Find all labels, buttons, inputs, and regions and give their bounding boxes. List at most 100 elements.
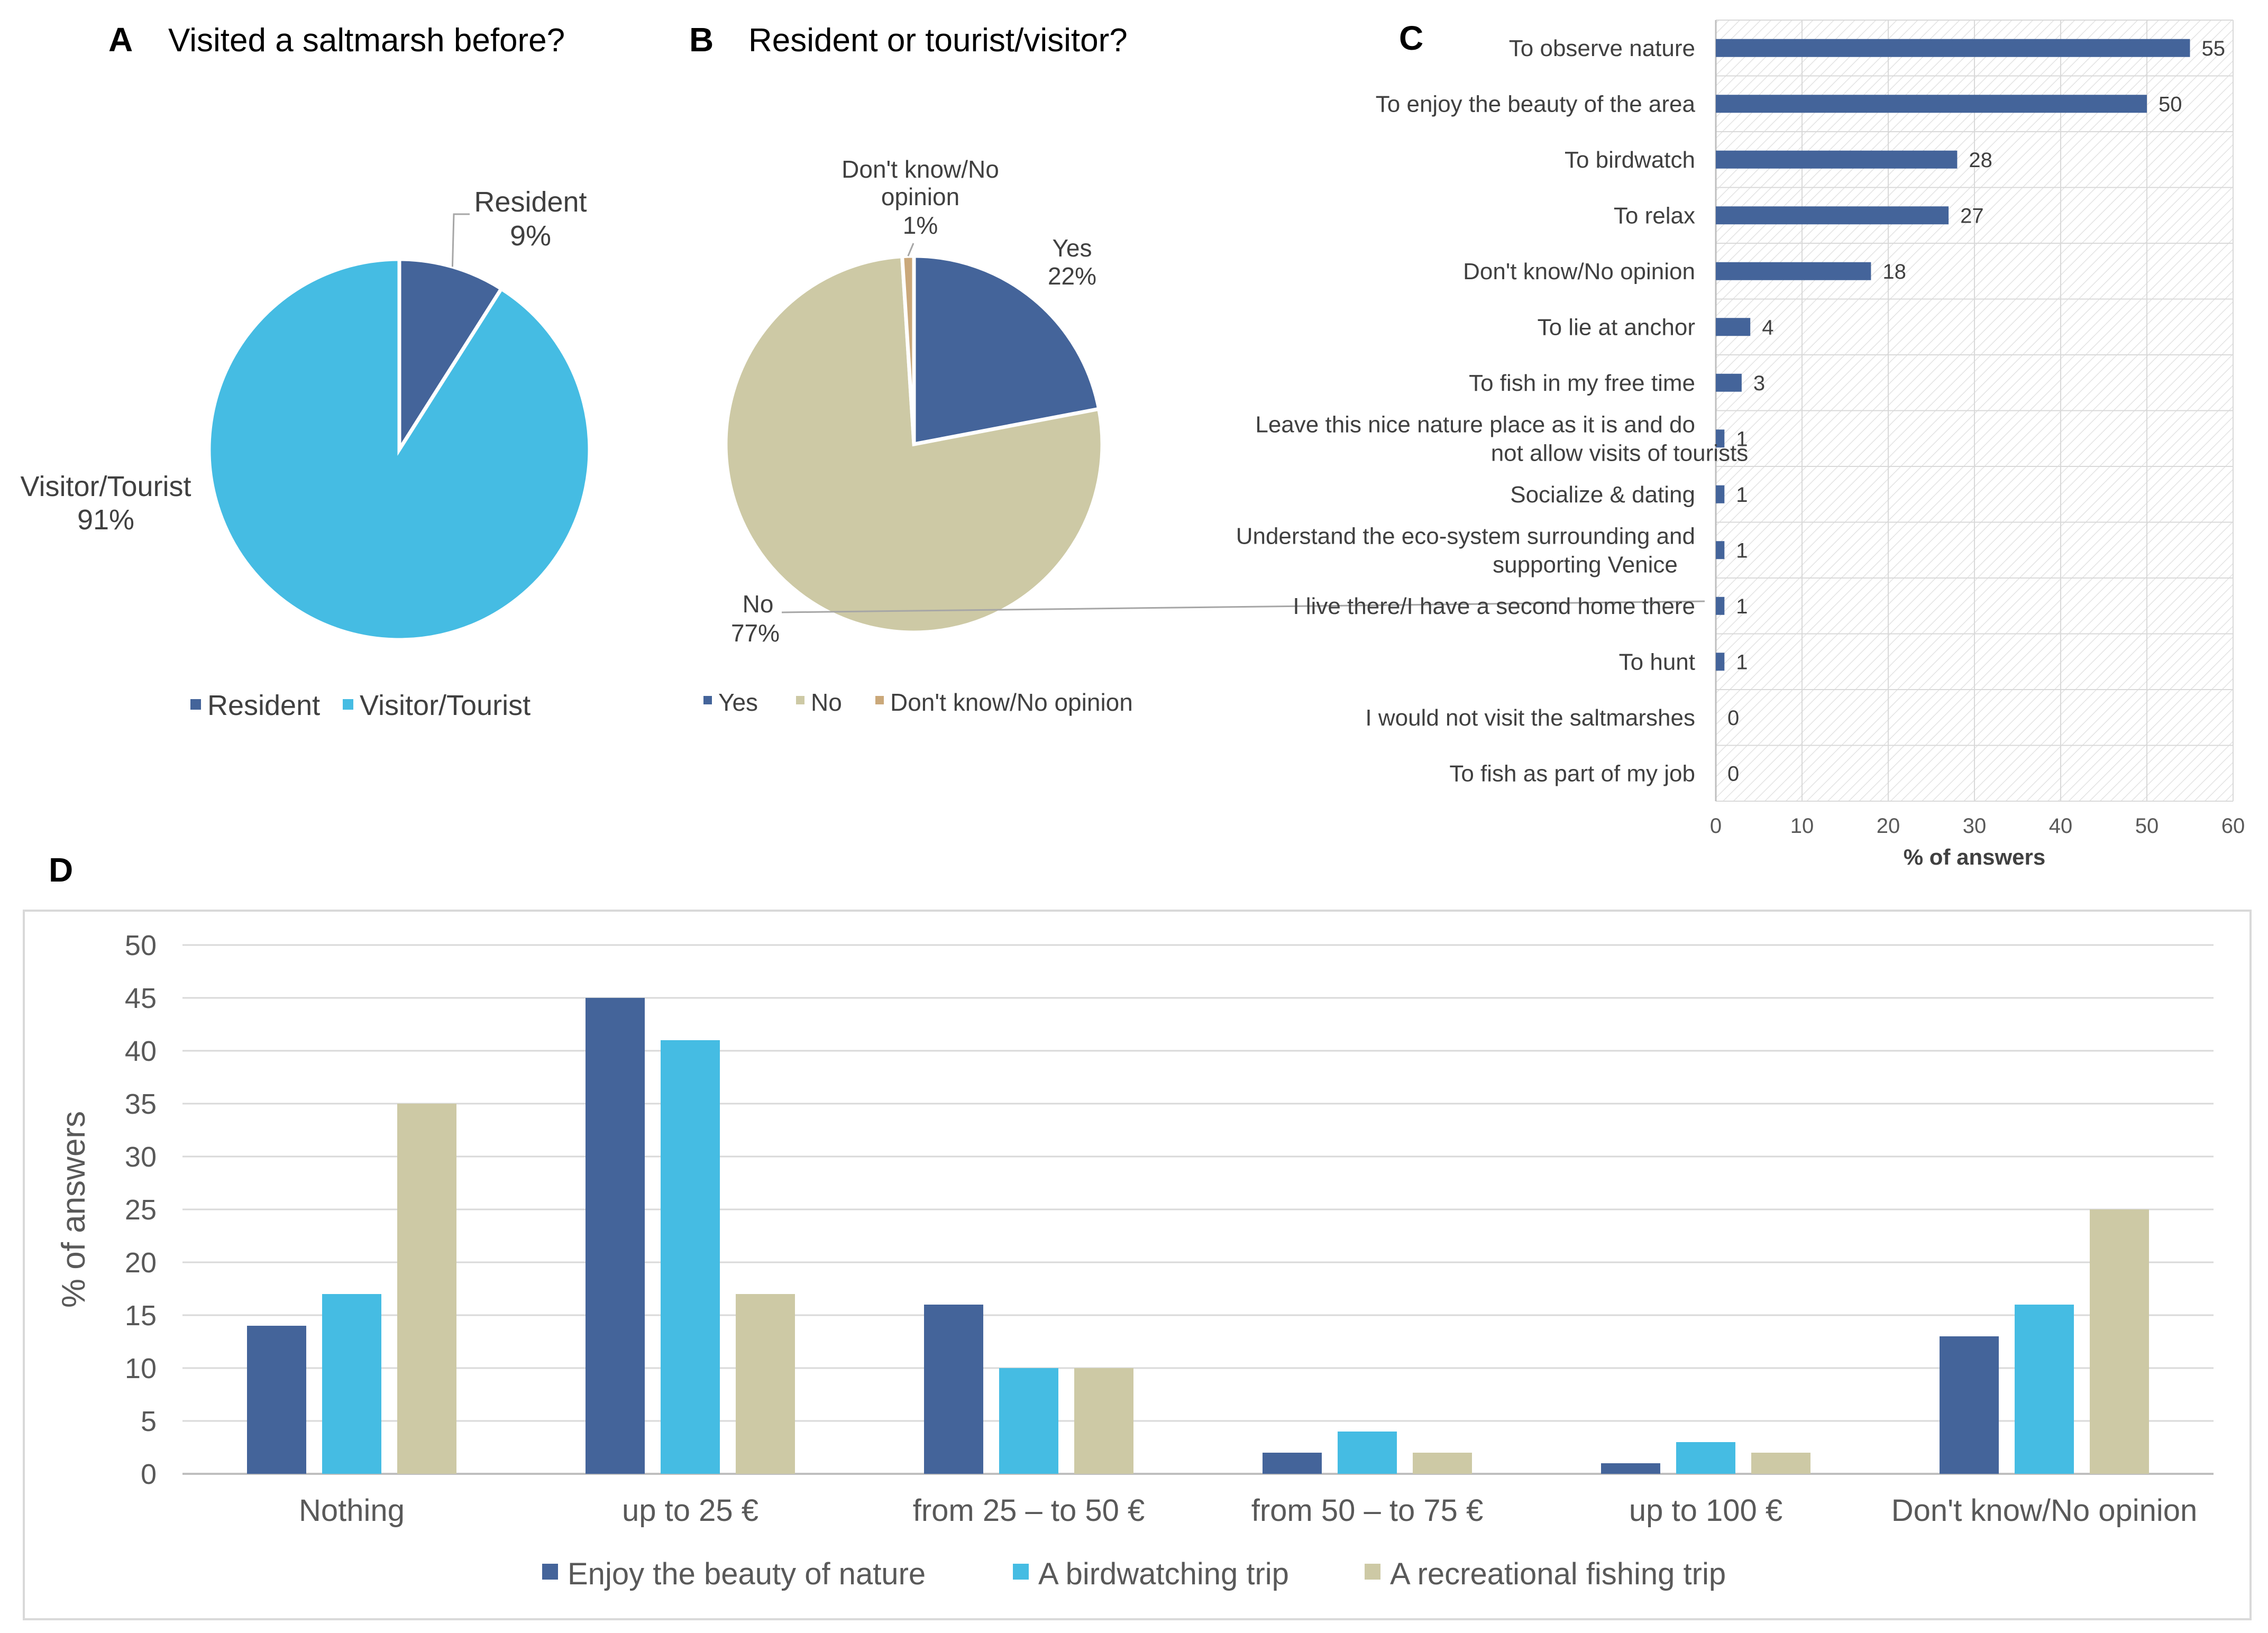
tick-label-x-40: 40 [2049, 814, 2073, 838]
panel-c-letter: C [1399, 19, 1423, 57]
category-label-line-2: not allow visits of tourists [1491, 440, 1749, 466]
axis-title-x-c: % of answers [1904, 845, 2045, 869]
pie-label-name-no: No [743, 590, 774, 618]
tick-label-y-20: 20 [125, 1247, 157, 1279]
value-label-to-enjoy-the-beauty-of-the-area: 50 [2159, 93, 2182, 116]
category-label-to-fish-in-my-free-time: To fish in my free time [1469, 370, 1695, 396]
tick-label-y-35: 35 [125, 1088, 157, 1120]
tick-label-y-25: 25 [125, 1194, 157, 1226]
panel-b-legend: Yes No Don't know/No opinion [703, 689, 1133, 716]
tick-label-y-45: 45 [125, 983, 157, 1014]
value-label-understand-the-eco-system-surrounding-and-supporting-venice: 1 [1736, 539, 1748, 562]
tick-label-y-10: 10 [125, 1353, 157, 1384]
tick-label-x-0: 0 [1710, 814, 1722, 838]
pie-slice-no [724, 254, 1104, 635]
tick-label-y-15: 15 [125, 1300, 157, 1332]
panel-b-pie [724, 254, 1104, 635]
pie-label-value-visitor-tourist: 91% [77, 504, 134, 536]
bar-a-recreational-fishing-trip-nothing [397, 1104, 456, 1474]
category-label-line-1: Leave this nice nature place as it is an… [1255, 411, 1695, 437]
bar-enjoy-the-beauty-of-nature-up-to-100 [1601, 1463, 1660, 1474]
value-label-i-would-not-visit-the-saltmarshes: 0 [1727, 707, 1739, 730]
legend-swatch-don-t-know-no-opinion [875, 696, 884, 704]
category-label-to-hunt: To hunt [1619, 649, 1695, 675]
leader-line-dont-know [907, 243, 914, 256]
panel-d-letter: D [49, 851, 73, 889]
bar-a-recreational-fishing-trip-up-to-100 [1751, 1453, 1810, 1474]
bar-to-hunt [1716, 653, 1725, 671]
bar-enjoy-the-beauty-of-nature-from-50-to-75 [1263, 1453, 1322, 1474]
bar-to-enjoy-the-beauty-of-the-area [1716, 95, 2147, 113]
category-label-to-lie-at-anchor: To lie at anchor [1538, 314, 1695, 340]
category-label-to-birdwatch: To birdwatch [1565, 147, 1695, 173]
category-label-from-25-to-50: from 25 – to 50 € [913, 1493, 1145, 1528]
tick-label-y-40: 40 [125, 1035, 157, 1067]
panel-a-title: Visited a saltmarsh before? [168, 22, 565, 59]
tick-label-y-0: 0 [141, 1458, 157, 1490]
category-label-up-to-100: up to 100 € [1629, 1493, 1782, 1528]
value-label-i-live-there-i-have-a-second-home-there: 1 [1736, 595, 1748, 618]
bar-understand-the-eco-system-surrounding-and-supporting-venice [1716, 541, 1725, 559]
leader-line-no [781, 600, 1705, 613]
panel-b-letter: B [689, 21, 714, 59]
leader-line-resident [451, 213, 470, 267]
value-label-leave-this-nice-nature-place-as-it-is-and-do-not-allow-visits-of-tourists: 1 [1736, 427, 1748, 451]
panel-a-letter: A [108, 21, 133, 59]
bar-a-recreational-fishing-trip-up-to-25 [736, 1294, 795, 1474]
category-label-line-2: supporting Venice [1493, 552, 1678, 577]
category-label-i-live-there-i-have-a-second-home-there: I live there/I have a second home there [1293, 593, 1695, 619]
legend-label-don-t-know-no-opinion: Don't know/No opinion [890, 689, 1133, 716]
panel-d-frame [23, 910, 2252, 1620]
legend-swatch-resident [190, 699, 201, 710]
tick-label-x-20: 20 [1877, 814, 1900, 838]
bar-a-birdwatching-trip-up-to-100 [1676, 1442, 1735, 1474]
category-label-don-t-know-no-opinion: Don't know/No opinion [1891, 1493, 2198, 1528]
bar-to-lie-at-anchor [1716, 318, 1751, 336]
pie-slice-resident [397, 257, 504, 456]
axis-title-y-d: % of answers [56, 1111, 92, 1308]
pie-label-name-visitor-tourist: Visitor/Tourist [20, 471, 191, 502]
panel-b: B Resident or tourist/visitor? Yes22%No7… [689, 21, 1705, 716]
bar-a-recreational-fishing-trip-from-25-to-50 [1074, 1368, 1133, 1474]
legend-swatch-enjoy-the-beauty-of-nature [542, 1564, 558, 1580]
bar-a-birdwatching-trip-nothing [322, 1294, 381, 1474]
panel-a-legend: Resident Visitor/Tourist [190, 690, 531, 721]
category-label-socialize-dating: Socialize & dating [1510, 482, 1695, 508]
value-label-to-observe-nature: 55 [2202, 37, 2226, 60]
legend-label-a-recreational-fishing-trip: A recreational fishing trip [1390, 1557, 1726, 1591]
pie-label-value-no: 77% [731, 619, 780, 647]
category-label-don-t-know-no-opinion: Don't know/No opinion [1463, 259, 1695, 285]
tick-label-x-10: 10 [1790, 814, 1814, 838]
panel-a: A Visited a saltmarsh before? Resident9%… [20, 21, 592, 721]
bar-i-live-there-i-have-a-second-home-there [1716, 597, 1725, 615]
bar-a-recreational-fishing-trip-don-t-know-no-opinion [2090, 1209, 2149, 1474]
pie-label-value-resident: 9% [510, 220, 551, 252]
tick-label-x-50: 50 [2135, 814, 2159, 838]
category-label-nothing: Nothing [299, 1493, 405, 1528]
panel-d: D 0 5 10 15 20 25 30 35 40 45 50 Nothing up to 25 € f… [23, 851, 2252, 1620]
legend-label-visitor-tourist: Visitor/Tourist [360, 690, 531, 721]
legend-label-a-birdwatching-trip: A birdwatching trip [1038, 1557, 1289, 1591]
bar-a-birdwatching-trip-don-t-know-no-opinion [2015, 1305, 2074, 1474]
value-label-to-relax: 27 [1960, 204, 1984, 227]
category-label-i-would-not-visit-the-saltmarshes: I would not visit the saltmarshes [1365, 705, 1695, 731]
category-label-to-enjoy-the-beauty-of-the-area: To enjoy the beauty of the area [1376, 91, 1696, 117]
category-label-up-to-25: up to 25 € [622, 1493, 758, 1528]
pie-label-name-dont-know-line-1: Don't know/No [842, 155, 999, 183]
pie-label-name-dont-know-line-2: opinion [881, 183, 959, 210]
legend-label-yes: Yes [718, 689, 758, 716]
panel-a-pie [207, 257, 592, 642]
value-label-socialize-dating: 1 [1736, 483, 1748, 507]
category-label-to-observe-nature: To observe nature [1509, 35, 1695, 61]
tick-label-x-60: 60 [2221, 814, 2245, 838]
category-label-to-relax: To relax [1614, 203, 1695, 228]
tick-label-y-5: 5 [141, 1406, 157, 1437]
legend-swatch-a-birdwatching-trip [1013, 1564, 1029, 1580]
bar-socialize-dating [1716, 485, 1725, 503]
panel-d-bar-chart: 0 5 10 15 20 25 30 35 40 45 50 Nothing up to 25 € fro… [56, 930, 2214, 1591]
